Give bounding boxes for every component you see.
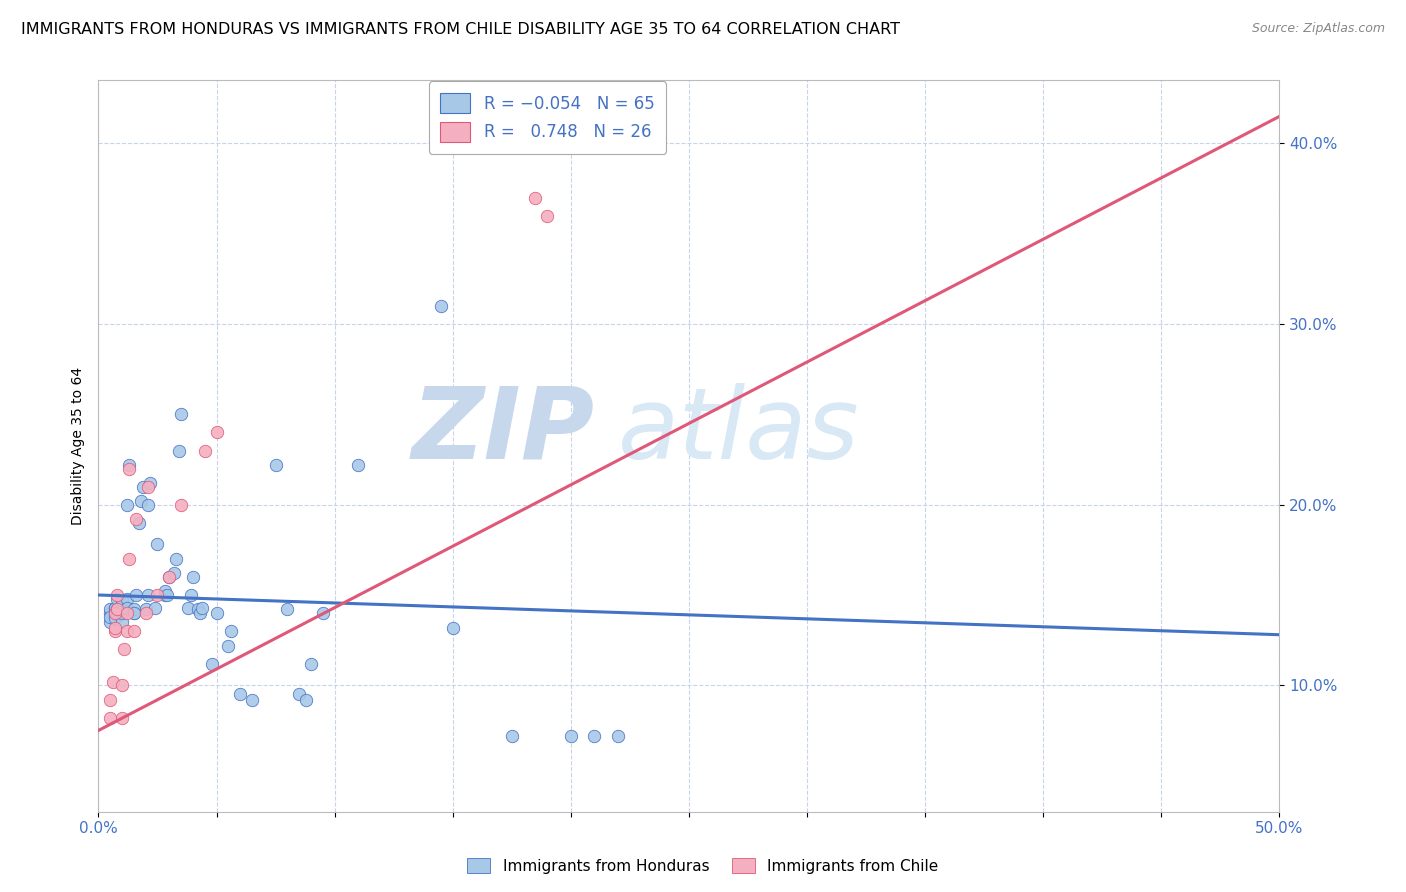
- Point: [229, 687, 252, 701]
- Point: [125, 512, 148, 526]
- Point: [536, 209, 558, 223]
- Point: [219, 624, 242, 639]
- Y-axis label: Disability Age 35 to 64: Disability Age 35 to 64: [70, 367, 84, 525]
- Point: [118, 552, 141, 566]
- Point: [111, 711, 134, 725]
- Point: [115, 600, 138, 615]
- Point: [143, 600, 166, 615]
- Point: [125, 588, 148, 602]
- Point: [501, 729, 523, 743]
- Point: [112, 642, 135, 657]
- Point: [157, 570, 180, 584]
- Point: [156, 588, 179, 602]
- Point: [177, 600, 200, 615]
- Point: [524, 191, 547, 205]
- Point: [180, 588, 202, 602]
- Point: [205, 606, 228, 620]
- Point: [136, 480, 159, 494]
- Point: [181, 570, 204, 584]
- Point: [163, 566, 186, 581]
- Point: [132, 480, 155, 494]
- Text: ZIP: ZIP: [412, 383, 595, 480]
- Point: [264, 458, 287, 472]
- Point: [312, 606, 335, 620]
- Point: [115, 498, 138, 512]
- Point: [146, 588, 169, 602]
- Point: [104, 606, 127, 620]
- Point: [347, 458, 370, 472]
- Point: [104, 611, 127, 625]
- Point: [118, 458, 141, 472]
- Text: atlas: atlas: [619, 383, 859, 480]
- Point: [104, 600, 127, 615]
- Point: [136, 588, 159, 602]
- Point: [276, 602, 298, 616]
- Point: [105, 606, 128, 620]
- Point: [240, 692, 263, 706]
- Point: [583, 729, 606, 743]
- Point: [98, 602, 121, 616]
- Point: [205, 425, 228, 440]
- Point: [139, 476, 162, 491]
- Point: [441, 620, 464, 634]
- Text: Source: ZipAtlas.com: Source: ZipAtlas.com: [1251, 22, 1385, 36]
- Point: [135, 602, 157, 616]
- Point: [115, 591, 138, 606]
- Point: [104, 620, 127, 634]
- Point: [98, 606, 121, 620]
- Point: [105, 602, 128, 616]
- Point: [430, 299, 453, 313]
- Point: [560, 729, 582, 743]
- Point: [187, 602, 209, 616]
- Legend: Immigrants from Honduras, Immigrants from Chile: Immigrants from Honduras, Immigrants fro…: [461, 852, 945, 880]
- Point: [201, 657, 224, 671]
- Point: [191, 600, 214, 615]
- Point: [111, 593, 134, 607]
- Point: [104, 624, 127, 639]
- Point: [105, 602, 128, 616]
- Point: [299, 657, 322, 671]
- Point: [167, 443, 190, 458]
- Point: [122, 602, 145, 616]
- Point: [146, 537, 169, 551]
- Point: [188, 606, 211, 620]
- Point: [104, 606, 127, 620]
- Legend: R = −0.054   N = 65, R =   0.748   N = 26: R = −0.054 N = 65, R = 0.748 N = 26: [429, 81, 666, 153]
- Point: [153, 584, 176, 599]
- Point: [136, 498, 159, 512]
- Point: [128, 516, 150, 530]
- Point: [170, 498, 193, 512]
- Point: [115, 624, 138, 639]
- Point: [157, 570, 180, 584]
- Point: [122, 606, 145, 620]
- Point: [170, 408, 193, 422]
- Point: [111, 606, 134, 620]
- Point: [194, 443, 217, 458]
- Point: [111, 678, 134, 692]
- Point: [111, 600, 134, 615]
- Point: [115, 606, 138, 620]
- Point: [105, 588, 128, 602]
- Point: [111, 615, 134, 629]
- Point: [105, 591, 128, 606]
- Point: [98, 615, 121, 629]
- Point: [165, 552, 187, 566]
- Point: [217, 639, 239, 653]
- Point: [295, 692, 318, 706]
- Point: [122, 624, 145, 639]
- Point: [98, 609, 121, 624]
- Point: [607, 729, 630, 743]
- Point: [122, 606, 145, 620]
- Point: [101, 674, 124, 689]
- Point: [104, 600, 127, 615]
- Point: [288, 687, 311, 701]
- Point: [118, 461, 141, 475]
- Text: IMMIGRANTS FROM HONDURAS VS IMMIGRANTS FROM CHILE DISABILITY AGE 35 TO 64 CORREL: IMMIGRANTS FROM HONDURAS VS IMMIGRANTS F…: [21, 22, 900, 37]
- Point: [135, 606, 157, 620]
- Point: [98, 711, 121, 725]
- Point: [129, 494, 152, 508]
- Point: [98, 692, 121, 706]
- Point: [153, 588, 176, 602]
